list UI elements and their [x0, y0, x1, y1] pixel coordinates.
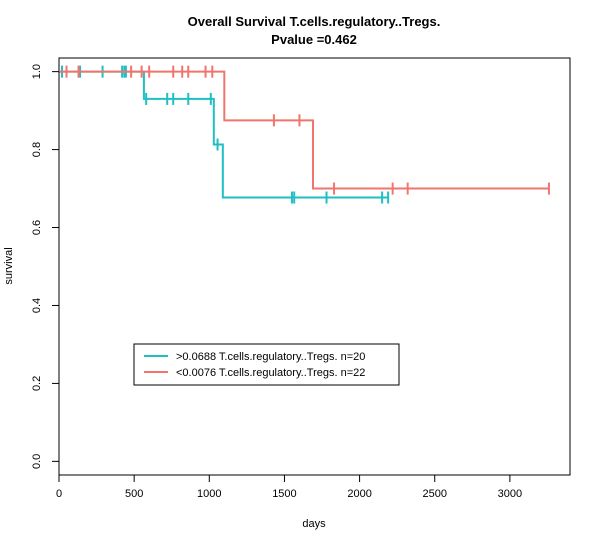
y-tick-label: 0.8	[31, 142, 43, 157]
x-tick-label: 1500	[272, 488, 296, 500]
y-axis: 0.0 0.2 0.4 0.6 0.8 1.0	[31, 64, 60, 469]
legend-label: >0.0688 T.cells.regulatory..Tregs. n=20	[176, 351, 365, 363]
y-tick-label: 0.4	[31, 298, 43, 313]
chart-subtitle: Pvalue =0.462	[271, 32, 357, 47]
x-tick-label: 500	[125, 488, 143, 500]
legend-label: <0.0076 T.cells.regulatory..Tregs. n=22	[176, 367, 365, 379]
survival-curve-high	[59, 70, 389, 199]
chart-title: Overall Survival T.cells.regulatory..Tre…	[188, 14, 441, 29]
survival-curve-low	[59, 70, 549, 190]
series-high	[59, 65, 390, 204]
x-tick-label: 3000	[498, 488, 522, 500]
plot-frame	[58, 57, 571, 476]
x-tick-label: 2500	[422, 488, 446, 500]
series-layer	[59, 65, 550, 204]
x-tick-label: 0	[56, 488, 62, 500]
series-low	[59, 65, 550, 195]
y-tick-label: 1.0	[31, 64, 43, 79]
y-tick-label: 0.6	[31, 220, 43, 235]
legend: >0.0688 T.cells.regulatory..Tregs. n=20 <…	[133, 343, 400, 386]
legend-box	[133, 343, 400, 386]
x-axis: 0 500 1000 1500 2000 2500 3000	[56, 474, 522, 500]
legend-items: >0.0688 T.cells.regulatory..Tregs. n=20 <…	[144, 351, 365, 379]
x-tick-label: 2000	[347, 488, 371, 500]
y-tick-label: 0.0	[31, 454, 43, 469]
y-axis-label: survival	[3, 247, 15, 284]
y-tick-label: 0.2	[31, 376, 43, 391]
x-tick-label: 1000	[197, 488, 221, 500]
x-axis-label: days	[302, 518, 326, 530]
